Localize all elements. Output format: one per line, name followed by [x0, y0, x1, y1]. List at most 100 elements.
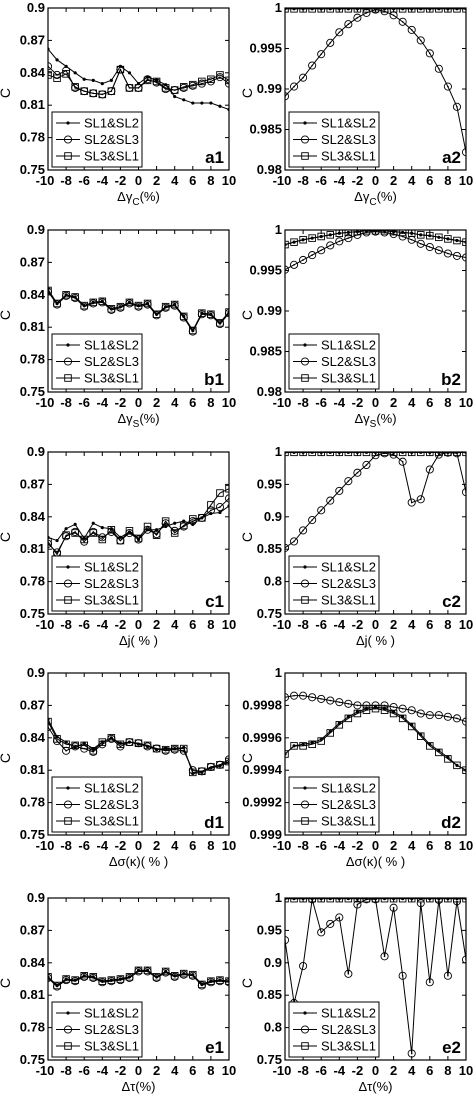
data-point-circle-center: [383, 452, 386, 455]
data-point-circle-center: [164, 88, 167, 90]
data-point-square: [426, 742, 434, 750]
data-point-square: [426, 452, 434, 457]
x-tick-label: 6: [426, 838, 433, 853]
legend-label: SL2&SL3: [321, 132, 376, 147]
data-point-circle: [461, 253, 466, 262]
chart-panel-b1: 0.75 0.78 0.81 0.84 0.87 0.9 -10 -8 -6 -4 -2 0 2 4 6 8 1…: [0, 222, 236, 430]
data-point-square: [444, 8, 452, 13]
data-point-circle: [443, 249, 452, 258]
legend-marker-dot: [66, 786, 70, 790]
x-tick-label: -6: [78, 838, 90, 853]
panel-label: b2: [441, 370, 461, 389]
data-point-circle-center: [419, 712, 422, 715]
data-point-square: [48, 286, 52, 295]
data-point-square: [207, 763, 215, 771]
x-tick-label: -10: [36, 1063, 55, 1078]
y-tick-label: 0.75: [257, 1052, 282, 1067]
data-point-square: [107, 526, 116, 534]
y-tick-label: 0.9: [27, 890, 45, 905]
legend-marker-square: [64, 1042, 72, 1050]
data-point-circle-center: [410, 501, 413, 504]
data-point-square: [290, 8, 298, 13]
data-point-circle-center: [219, 323, 221, 325]
legend-label: SL1&SL2: [321, 781, 376, 796]
data-point-square: [48, 537, 52, 546]
data-point-circle: [425, 978, 434, 987]
data-point-circle: [326, 496, 335, 505]
data-point-square: [80, 535, 88, 544]
data-point-circle: [335, 28, 344, 37]
data-point-circle-center: [338, 31, 341, 34]
data-point-circle-center: [285, 268, 286, 271]
data-point-circle: [285, 543, 290, 552]
data-point-circle: [362, 460, 371, 470]
data-point-square: [170, 300, 179, 309]
data-point-square: [417, 898, 425, 903]
data-point-square: [389, 709, 398, 718]
x-tick-label: -6: [315, 395, 327, 410]
data-point-circle-center: [410, 709, 413, 712]
data-point-circle: [407, 706, 416, 715]
plot-area: [48, 47, 229, 112]
data-point-square: [216, 71, 224, 79]
data-point-circle-center: [311, 254, 313, 256]
y-tick-label: 0.9: [27, 0, 45, 15]
y-tick-label: 0.9994: [242, 762, 283, 777]
x-axis-label-subscript: S: [133, 419, 140, 430]
panel-label: b1: [204, 370, 224, 389]
legend-marker-square: [301, 152, 309, 160]
data-point-circle-center: [438, 899, 440, 901]
plot-area: [285, 452, 466, 552]
data-point-square: [362, 452, 371, 457]
data-point-square: [62, 531, 70, 539]
data-point-dot: [48, 47, 50, 51]
y-tick-label: 0.84: [20, 287, 46, 302]
data-point-square: [107, 976, 116, 984]
x-tick-label: 6: [189, 1063, 196, 1078]
y-axis-label: C: [0, 753, 13, 763]
x-tick-label: 0: [372, 838, 379, 853]
data-point-circle-center: [447, 715, 449, 718]
data-point-circle-center: [320, 53, 323, 55]
data-point-circle-center: [101, 981, 104, 984]
x-tick-label: -8: [297, 173, 309, 188]
x-axis-label: Δτ(%): [121, 1079, 155, 1094]
data-point-square: [116, 975, 125, 983]
data-point-circle-center: [429, 981, 431, 984]
data-point-circle-center: [83, 305, 85, 308]
x-tick-label: 6: [426, 395, 433, 410]
legend-label: SL2&SL3: [321, 1022, 376, 1037]
y-tick-label: 0.98: [257, 162, 282, 177]
legend-marker-dot: [66, 1011, 70, 1015]
legend-marker-square: [301, 374, 309, 382]
data-point-circle-center: [456, 255, 458, 257]
data-point-circle: [425, 49, 434, 58]
data-point-square: [71, 741, 79, 750]
y-tick-label: 0.87: [20, 476, 45, 491]
chart-panel-b2: 0.98 0.985 0.99 0.995 1 -10 -8 -6 -4 -2 0 2 4 6 8 10 C Δγ…: [239, 222, 473, 430]
y-tick-label: 0.995: [249, 263, 282, 278]
y-tick-label: 0.87: [20, 922, 45, 937]
data-point-square: [189, 80, 197, 89]
x-tick-label: -8: [297, 617, 309, 632]
data-point-square: [161, 84, 170, 92]
x-tick-label: -6: [78, 1063, 90, 1078]
x-axis-label: Δσ(κ)( % ): [346, 854, 405, 869]
y-tick-label: 0.84: [20, 955, 46, 970]
data-point-circle-center: [110, 309, 113, 311]
x-tick-label: -10: [273, 1063, 292, 1078]
data-point-circle: [425, 465, 434, 474]
data-point-circle: [452, 251, 462, 260]
data-point-square: [285, 898, 289, 903]
data-point-circle: [380, 701, 389, 710]
data-point-circle-center: [429, 52, 431, 55]
x-tick-label: 8: [207, 173, 214, 188]
y-tick-label: 0.9998: [242, 697, 282, 712]
x-tick-label: -4: [334, 395, 346, 410]
data-point-square: [161, 967, 170, 976]
x-tick-label: -2: [115, 395, 127, 410]
